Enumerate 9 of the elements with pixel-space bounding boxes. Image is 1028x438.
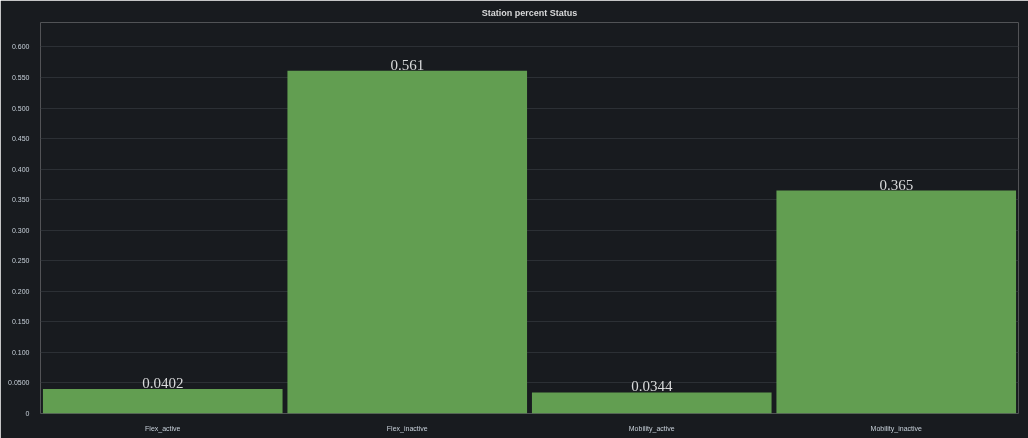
bar xyxy=(287,70,528,414)
data-label: 0.561 xyxy=(390,56,425,73)
data-label: 0.0402 xyxy=(142,374,184,391)
bar xyxy=(531,392,772,414)
data-label: 0.0344 xyxy=(631,378,673,395)
bar xyxy=(42,388,283,414)
data-label: 0.365 xyxy=(879,176,914,193)
bar xyxy=(776,190,1017,414)
chart-title: Station percent Status xyxy=(481,7,578,18)
